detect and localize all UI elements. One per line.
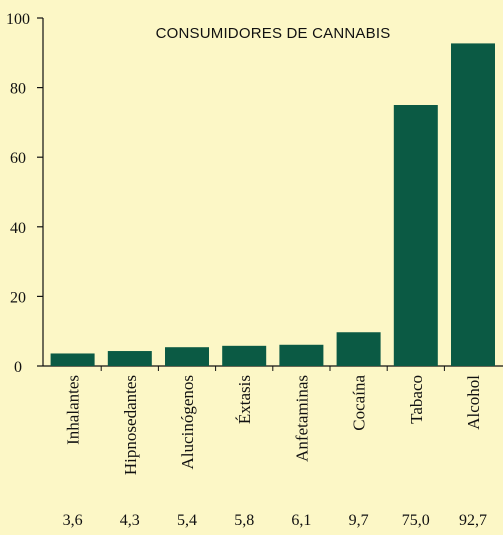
value-label: 4,3	[120, 512, 140, 529]
category-labels: Inhalantes Hipnosedantes Alucinógenos Éxtas…	[64, 375, 483, 476]
y-tick-label: 0	[14, 359, 22, 376]
y-tick-label: 40	[10, 220, 26, 237]
bar	[336, 332, 381, 366]
bar	[107, 351, 152, 366]
bar	[451, 43, 495, 367]
category-label: Inhalantes	[64, 375, 83, 445]
value-label: 92,7	[459, 512, 487, 529]
y-tick-label: 60	[10, 150, 26, 167]
bar	[50, 353, 95, 366]
value-label: 5,8	[234, 512, 254, 529]
bar	[393, 105, 438, 366]
bar	[165, 347, 209, 366]
category-label: Hipnosedantes	[121, 375, 140, 475]
value-label: 9,7	[349, 512, 369, 529]
y-tick-label: 80	[10, 81, 26, 98]
y-tick-label: 20	[10, 289, 26, 306]
value-labels: 3,6 4,3 5,4 5,8 6,1 9,7 75,0 92,7	[63, 512, 487, 529]
bar	[279, 344, 324, 366]
category-label: Tabaco	[407, 375, 426, 424]
category-label: Alucinógenos	[178, 375, 197, 469]
value-label: 75,0	[402, 512, 430, 529]
value-label: 3,6	[63, 512, 83, 529]
bar	[222, 345, 267, 366]
category-label: Anfetaminas	[292, 375, 311, 462]
category-label: Éxtasis	[235, 375, 254, 424]
value-label: 5,4	[177, 512, 197, 529]
category-label: Cocaína	[350, 375, 369, 431]
chart-title: CONSUMIDORES DE CANNABIS	[156, 25, 391, 42]
bars	[50, 43, 495, 371]
y-tick-label: 100	[6, 11, 30, 28]
value-label: 6,1	[291, 512, 311, 529]
category-label: Alcohol	[464, 375, 483, 430]
